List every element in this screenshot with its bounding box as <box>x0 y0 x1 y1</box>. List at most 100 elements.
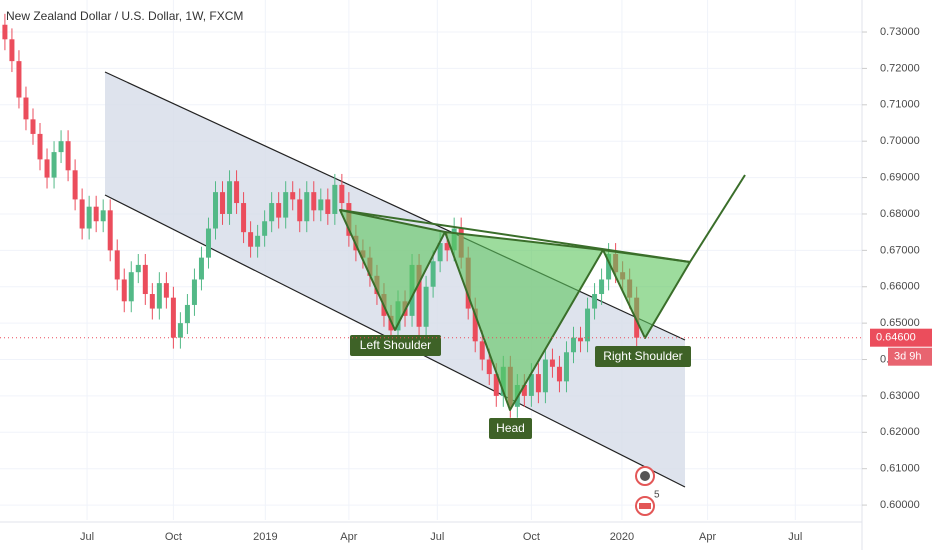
candle-body <box>311 192 317 211</box>
annotation: Right Shoulder <box>603 349 682 363</box>
y-tick-label: 0.66000 <box>880 281 920 293</box>
x-tick-label: Jul <box>80 531 94 543</box>
last-price-box <box>870 328 932 347</box>
candle-body <box>535 374 541 393</box>
countdown-label: 3d 9h <box>894 351 922 363</box>
candle-body <box>570 337 576 353</box>
candle-body <box>2 24 8 40</box>
candle-body <box>65 141 71 171</box>
candle-body <box>556 366 562 382</box>
chart-title: New Zealand Dollar / U.S. Dollar, 1W, FX… <box>6 9 243 23</box>
left-shoulder-shape <box>339 209 446 331</box>
candle-body <box>114 250 120 280</box>
candle-body <box>100 210 106 222</box>
label-box <box>595 346 691 367</box>
candle-body <box>58 141 64 153</box>
candle-body <box>262 221 268 236</box>
countdown-box <box>888 347 932 366</box>
y-tick-label: 0.67000 <box>880 244 920 256</box>
events: 5 <box>635 466 660 516</box>
axes: 0.600000.610000.620000.630000.640000.650… <box>0 26 932 543</box>
candle-body <box>184 304 190 324</box>
neckline <box>339 209 691 263</box>
candle-body <box>563 352 569 382</box>
y-tick-label: 0.73000 <box>880 26 920 38</box>
x-tick-label: Oct <box>165 531 182 543</box>
annotation: Head <box>496 421 525 435</box>
candle-body <box>163 283 169 298</box>
candle-body <box>339 184 345 204</box>
x-tick-label: Jul <box>788 531 802 543</box>
candle-body <box>297 199 303 222</box>
x-tick-label: Apr <box>699 531 716 543</box>
channel-upper <box>104 71 686 341</box>
candle-body <box>592 294 598 309</box>
candle-body <box>72 170 78 200</box>
x-tick-label: Jul <box>430 531 444 543</box>
x-tick-label: 2019 <box>253 531 277 543</box>
candle-body <box>128 272 134 302</box>
annotation: Left Shoulder <box>360 338 431 352</box>
y-tick-label: 0.72000 <box>880 62 920 74</box>
candle-body <box>248 232 254 247</box>
candle-body <box>493 374 499 396</box>
candle-body <box>156 283 162 309</box>
y-tick-label: 0.60000 <box>880 499 920 511</box>
candle-body <box>149 294 155 309</box>
head-shape <box>444 231 604 411</box>
candle-body <box>135 264 141 273</box>
x-tick-label: 2020 <box>610 531 634 543</box>
candle-body <box>79 199 85 229</box>
candle-body <box>276 203 282 218</box>
candle-body <box>430 261 436 287</box>
y-tick-label: 0.61000 <box>880 463 920 475</box>
candle-body <box>585 308 591 342</box>
pattern <box>339 174 746 411</box>
candle-body <box>205 228 211 258</box>
candle-body <box>578 337 584 342</box>
candle-body <box>142 264 148 295</box>
candle-body <box>542 359 548 393</box>
candle-body <box>444 243 450 251</box>
candle-body <box>51 152 57 178</box>
candle-body <box>227 181 233 214</box>
last-price-label: 0.64600 <box>876 332 916 344</box>
candle-body <box>37 133 43 160</box>
y-tick-label: 0.62000 <box>880 426 920 438</box>
label-box <box>489 418 532 439</box>
candle-body <box>304 192 310 222</box>
y-tick-label: 0.68000 <box>880 208 920 220</box>
y-tick-label: 0.65000 <box>880 317 920 329</box>
candle-body <box>437 243 443 262</box>
candle-body <box>255 235 261 247</box>
candle-body <box>177 323 183 338</box>
event-count: 5 <box>654 490 660 501</box>
candle-body <box>23 97 29 120</box>
candle-body <box>318 199 324 211</box>
candle-body <box>332 184 338 214</box>
candle-body <box>44 159 50 178</box>
y-tick-label: 0.71000 <box>880 99 920 111</box>
candle-body <box>325 199 331 214</box>
candle-body <box>170 297 176 338</box>
candle-body <box>528 374 534 396</box>
candle-body <box>486 359 492 375</box>
candle-body <box>283 192 289 218</box>
x-tick-label: Oct <box>523 531 540 543</box>
candle-body <box>220 192 226 214</box>
candle-body <box>30 119 36 134</box>
label-box <box>350 335 441 356</box>
y-tick-label: 0.63000 <box>880 390 920 402</box>
candle-body <box>416 264 422 327</box>
candle-body <box>93 206 99 222</box>
candle-body <box>472 308 478 342</box>
candle-body <box>599 279 605 295</box>
candle-body <box>198 257 204 280</box>
candle-body <box>549 359 555 367</box>
candle-body <box>269 203 275 222</box>
candle-body <box>121 279 127 302</box>
candle-body <box>479 341 485 360</box>
candle-body <box>423 286 429 327</box>
event-icon <box>639 503 651 509</box>
